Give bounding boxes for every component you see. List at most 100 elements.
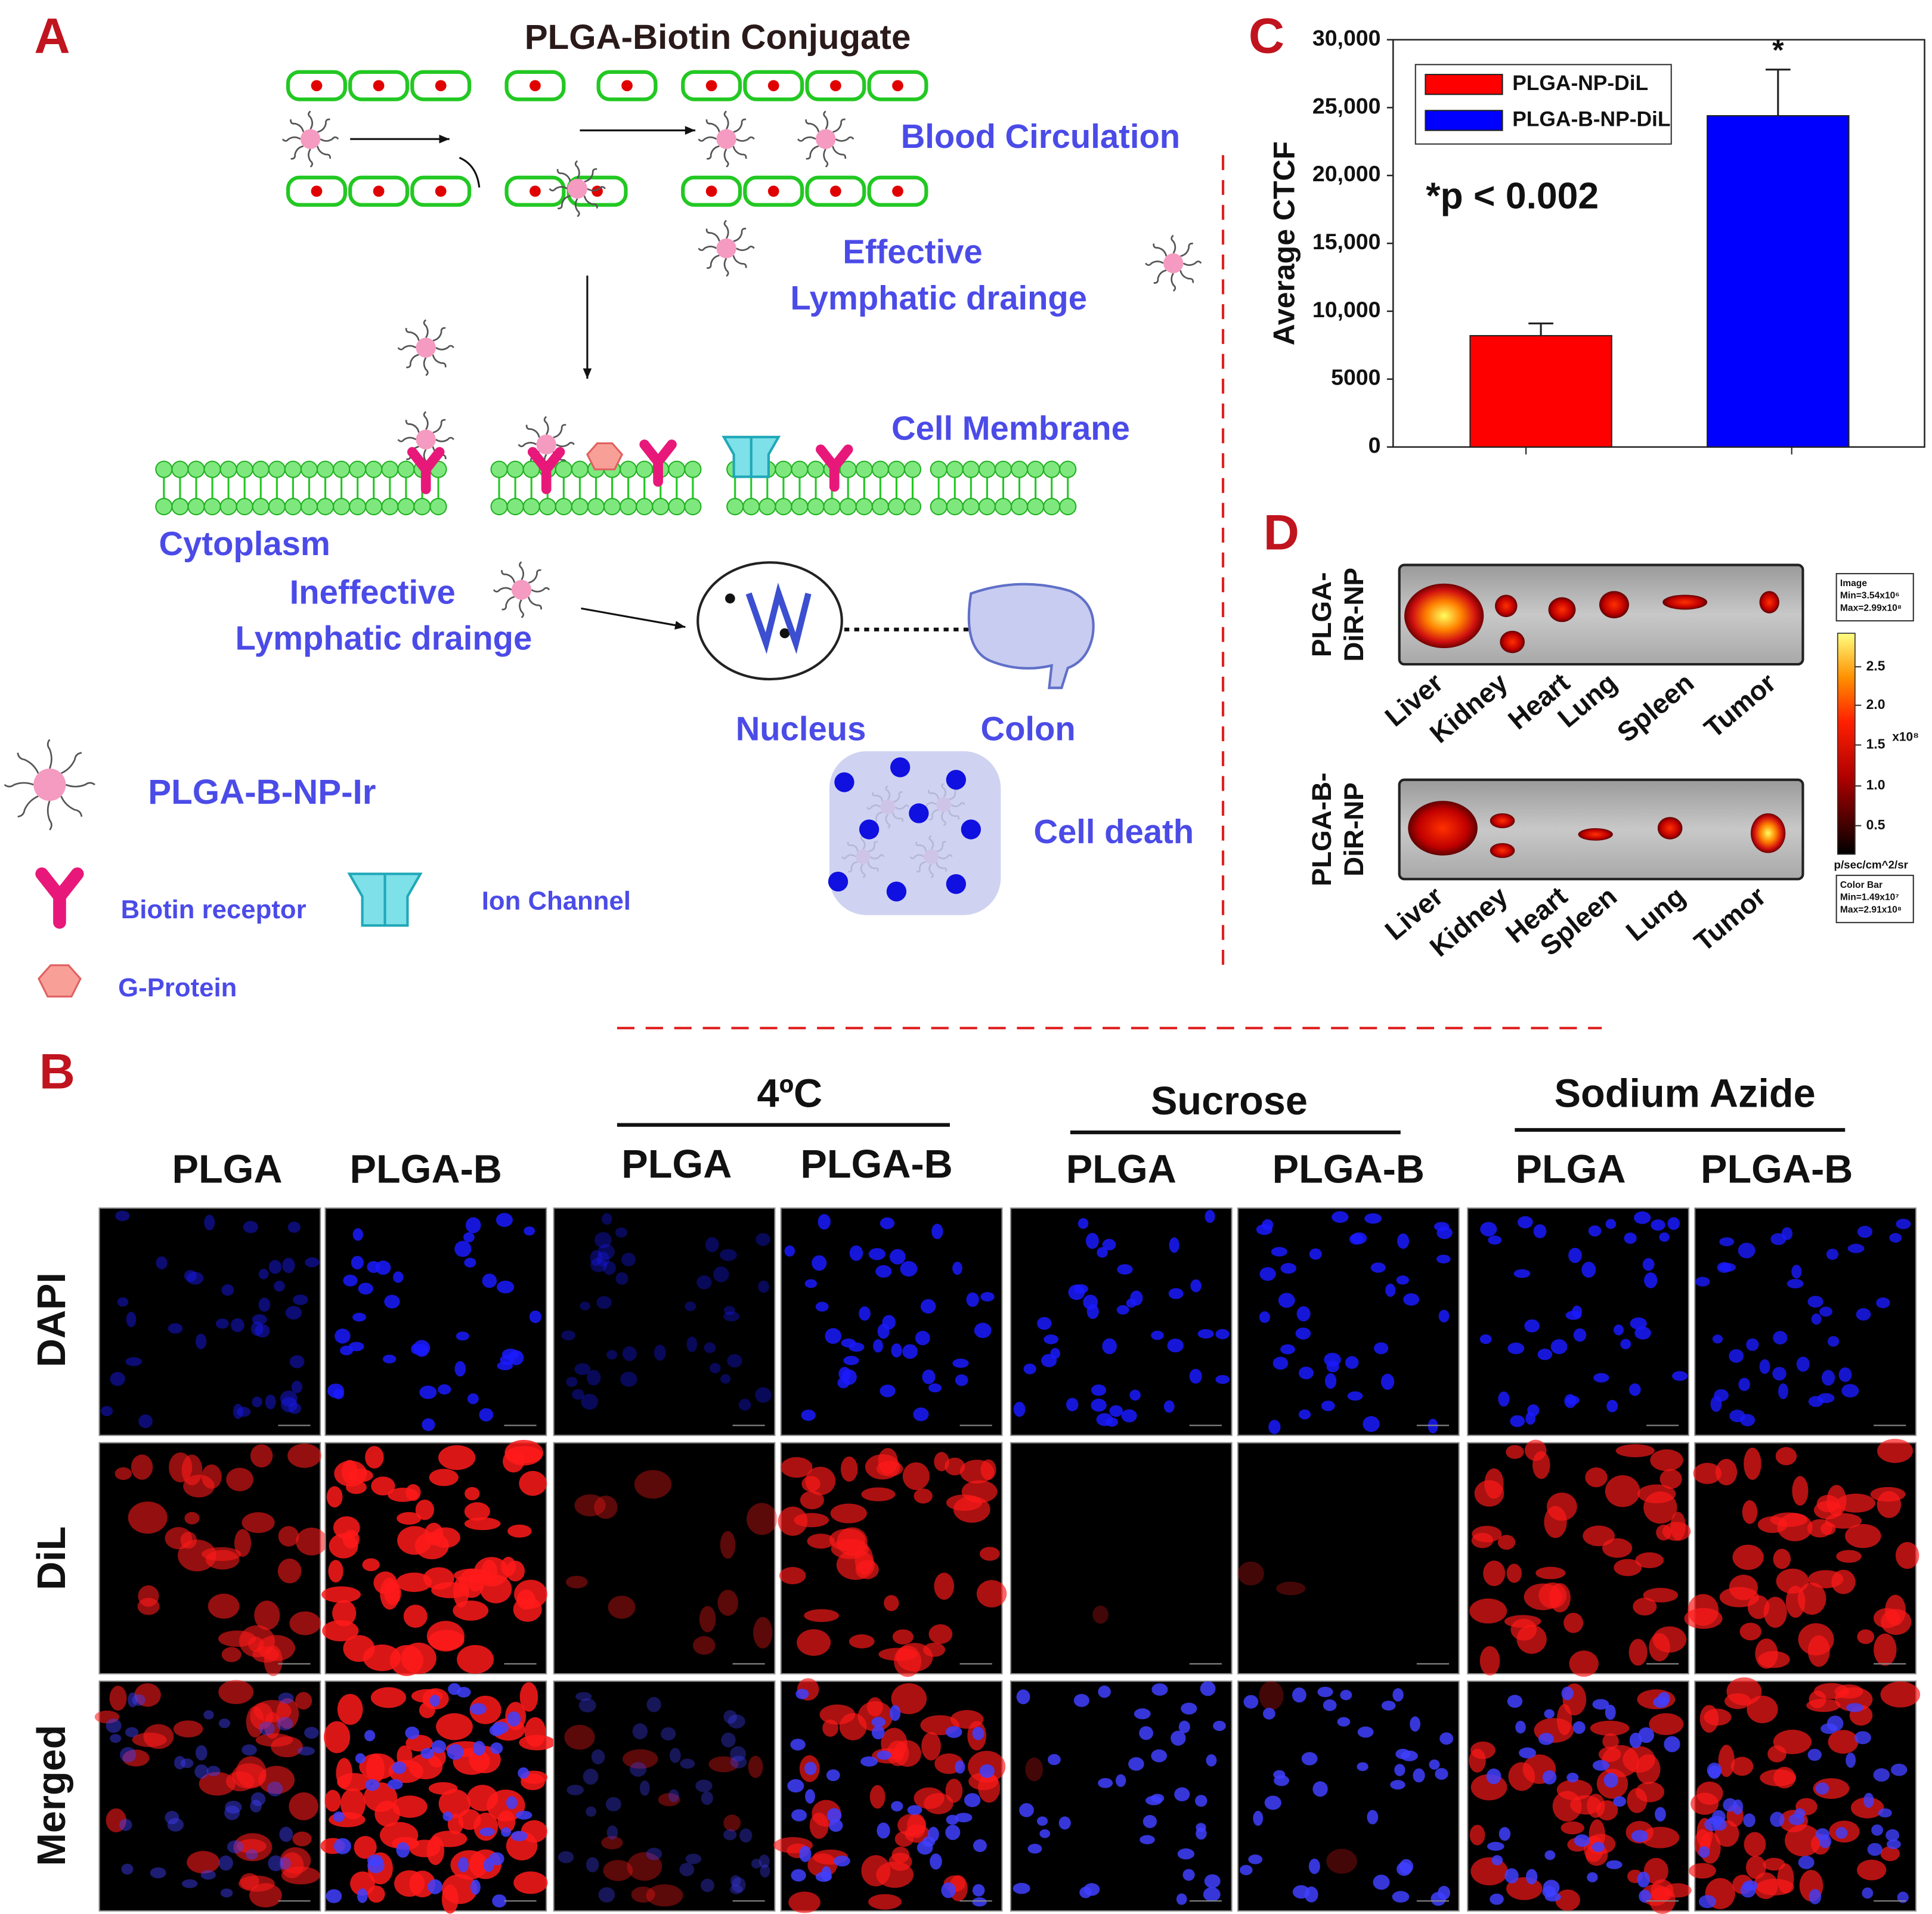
- diagram-label: Cytoplasm: [159, 525, 330, 562]
- cell-signal: [1690, 1792, 1719, 1815]
- colorbar-unit: x10⁸: [1892, 730, 1919, 744]
- nucleus-signal: [268, 1855, 284, 1872]
- shape: [779, 628, 790, 639]
- shape: [732, 145, 747, 159]
- shape: [823, 110, 829, 130]
- shape: [519, 561, 525, 581]
- shape: [317, 118, 330, 133]
- cell-signal: [891, 1683, 927, 1714]
- shape: [373, 80, 385, 92]
- cell-signal: [1469, 1598, 1507, 1624]
- nucleus-signal: [215, 1318, 229, 1329]
- shape: [268, 460, 286, 478]
- organ-signal: [1404, 583, 1484, 649]
- row-label: PLGA-: [1306, 572, 1337, 657]
- cell-signal: [465, 1486, 480, 1501]
- nucleus-signal: [1050, 1348, 1061, 1359]
- nucleus-signal: [1873, 1768, 1890, 1782]
- cell-signal: [436, 1713, 473, 1740]
- cell-signal: [976, 1579, 1007, 1608]
- cell-signal: [507, 1524, 532, 1538]
- cell-signal: [1561, 1821, 1584, 1835]
- nucleus-signal: [1655, 1807, 1666, 1822]
- nucleus-signal: [826, 1769, 840, 1782]
- nucleus-signal: [1507, 1342, 1525, 1355]
- cell-signal: [897, 1814, 926, 1836]
- cell-signal: [380, 1822, 419, 1849]
- nucleus-signal: [581, 1393, 598, 1410]
- shape: [1180, 243, 1193, 258]
- nucleus-signal: [1672, 1371, 1688, 1381]
- cell-signal: [1756, 1878, 1794, 1896]
- nucleus-signal: [868, 1248, 886, 1260]
- nucleus-signal: [723, 1311, 740, 1322]
- cell-signal: [464, 1517, 501, 1531]
- cell-signal: [1730, 1757, 1754, 1776]
- nucleus-signal: [1392, 1891, 1410, 1903]
- nucleus-signal: [1634, 1326, 1651, 1340]
- cell-signal: [258, 1766, 295, 1794]
- nucleus-signal: [181, 1879, 198, 1888]
- organ-signal: [1662, 594, 1708, 610]
- nucleus-signal: [1097, 1247, 1108, 1258]
- nucleus-signal: [454, 1361, 466, 1377]
- cell-signal: [254, 1600, 280, 1630]
- nucleus-signal: [456, 1331, 469, 1341]
- nucleus-signal: [818, 1214, 831, 1230]
- nucleus-signal: [1340, 1690, 1352, 1701]
- shape: [946, 460, 964, 478]
- shape: [365, 460, 383, 478]
- nucleus-signal: [1169, 1237, 1179, 1253]
- nucleus-signal: [243, 1221, 258, 1234]
- shape: [639, 439, 677, 487]
- cell-signal: [255, 1733, 293, 1747]
- nucleus-signal: [587, 1370, 601, 1386]
- nucleus-signal: [955, 1813, 973, 1823]
- nucleus-signal: [267, 1781, 283, 1797]
- column-label: PLGA-B: [1272, 1147, 1425, 1191]
- cell-signal: [424, 1522, 444, 1546]
- nucleus-signal: [279, 1857, 291, 1870]
- shape: [527, 447, 565, 494]
- shape: [268, 498, 286, 516]
- cell-signal: [138, 1585, 159, 1607]
- cell-signal: [1590, 1720, 1630, 1736]
- micrograph: [1467, 1439, 1691, 1677]
- nucleus-signal: [575, 1692, 592, 1701]
- cell-signal: [830, 1503, 867, 1523]
- cell-signal: [869, 1785, 886, 1809]
- shape: [543, 416, 549, 435]
- shape: [155, 460, 173, 478]
- shape: [406, 354, 419, 368]
- nucleus-signal: [891, 1343, 902, 1358]
- shape: [203, 460, 221, 478]
- nucleus-signal: [1205, 1210, 1215, 1223]
- cell-signal: [634, 1470, 672, 1499]
- cell-signal: [1775, 1447, 1797, 1466]
- shape: [423, 411, 429, 431]
- shape: [187, 460, 205, 478]
- cell-signal: [892, 1629, 914, 1644]
- nucleus-signal: [1176, 1893, 1187, 1905]
- shape: [525, 425, 540, 438]
- cell-signal: [1726, 1677, 1762, 1706]
- nucleus-signal: [1189, 1368, 1202, 1384]
- shape: [742, 498, 760, 516]
- shape: [349, 498, 367, 516]
- shape: [903, 498, 922, 516]
- diagram-label: Lymphatic drainge: [790, 279, 1087, 317]
- nucleus-signal: [411, 1343, 422, 1355]
- organ-signal: [1408, 801, 1478, 856]
- shape: [834, 772, 854, 792]
- organ-label: Tumor: [1689, 881, 1772, 958]
- nucleus-signal: [1098, 1685, 1111, 1698]
- nucleus-signal: [1574, 1834, 1590, 1847]
- shape: [435, 80, 447, 92]
- nucleus-signal: [465, 1217, 481, 1234]
- micrograph: [94, 1680, 321, 1912]
- cell-signal: [1237, 1561, 1264, 1586]
- shape: [1153, 269, 1167, 284]
- shape: [284, 460, 302, 478]
- shape: [381, 498, 399, 516]
- nucleus-signal: [479, 1827, 495, 1836]
